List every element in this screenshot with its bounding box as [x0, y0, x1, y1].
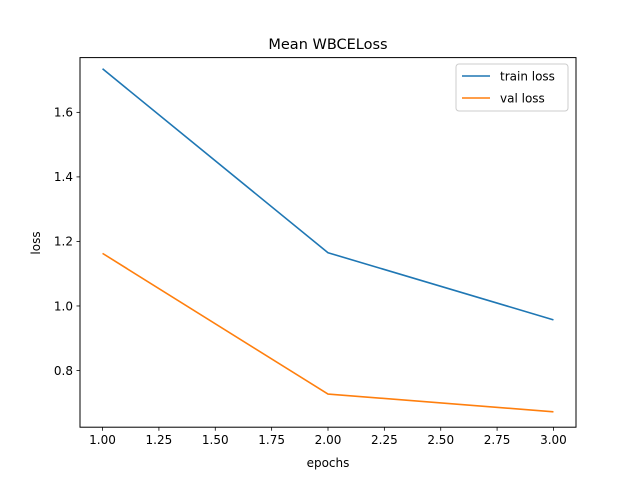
x-tick-label: 3.00 — [540, 433, 567, 447]
x-tick-label: 1.25 — [146, 433, 173, 447]
y-tick-label: 0.8 — [54, 364, 73, 378]
x-axis: 1.00 1.25 1.50 1.75 2.00 2.25 2.50 2.75 3.00 — [89, 427, 567, 447]
y-axis: 0.8 1.0 1.2 1.4 1.6 — [54, 106, 80, 378]
chart-title: Mean WBCELoss — [268, 37, 387, 53]
x-axis-label: epochs — [307, 456, 350, 470]
x-tick-label: 2.50 — [427, 433, 454, 447]
x-tick-label: 1.75 — [258, 433, 285, 447]
legend-label: train loss — [500, 69, 555, 83]
series-layer — [102, 68, 554, 413]
y-tick-label: 1.2 — [54, 235, 73, 249]
x-tick-label: 2.25 — [371, 433, 398, 447]
legend: train loss val loss — [455, 63, 569, 112]
y-tick-label: 1.0 — [54, 299, 73, 313]
x-tick-label: 2.00 — [315, 433, 342, 447]
legend-label: val loss — [500, 91, 545, 105]
x-tick-label: 2.75 — [484, 433, 511, 447]
y-tick-label: 1.6 — [54, 106, 73, 120]
y-tick-label: 1.4 — [54, 170, 73, 184]
x-tick-label: 1.50 — [202, 433, 229, 447]
y-axis-label: loss — [29, 231, 43, 254]
x-tick-label: 1.00 — [89, 433, 116, 447]
